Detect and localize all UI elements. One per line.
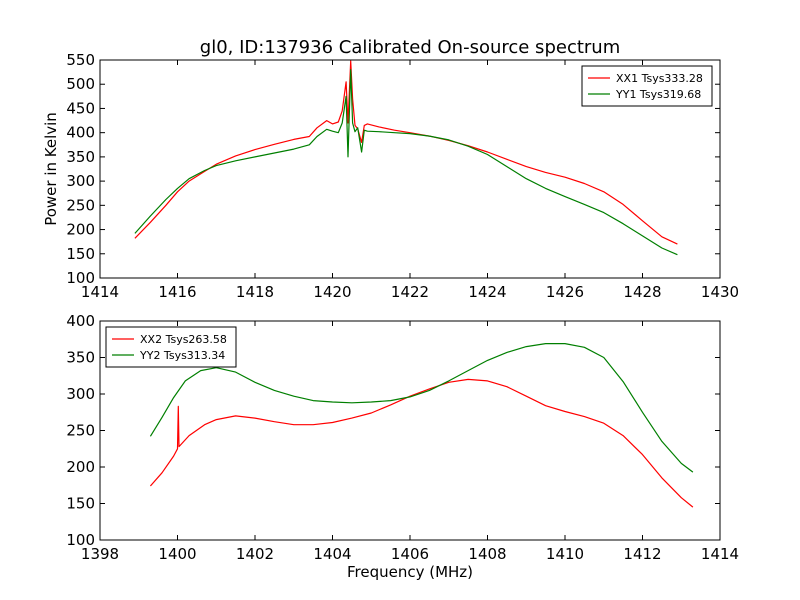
y-tick-label-1-7: 450 bbox=[66, 99, 95, 117]
legend-box-1 bbox=[581, 65, 713, 107]
legend-label-1-2: YY1 Tsys319.68 bbox=[615, 88, 701, 101]
series-line-2-1 bbox=[149, 378, 694, 508]
y-axis-label: Power in Kelvin bbox=[42, 112, 60, 226]
series-line-2-2 bbox=[149, 343, 694, 473]
y-tick-label-2-4: 300 bbox=[66, 385, 95, 403]
x-tick-label-2-2: 1402 bbox=[236, 545, 274, 563]
x-tick-label-1-2: 1418 bbox=[236, 283, 274, 301]
chart-title: gl0, ID:137936 Calibrated On-source spec… bbox=[200, 37, 620, 58]
series-line-1-2 bbox=[134, 69, 678, 256]
y-tick-label-1-5: 350 bbox=[66, 148, 95, 166]
x-tick-label-2-1: 1400 bbox=[158, 545, 196, 563]
x-tick-label-1-1: 1416 bbox=[158, 283, 196, 301]
x-tick-label-1-7: 1428 bbox=[623, 283, 661, 301]
x-tick-label-2-7: 1412 bbox=[623, 545, 661, 563]
y-tick-label-1-2: 200 bbox=[66, 221, 95, 239]
x-tick-label-1-0: 1414 bbox=[81, 283, 119, 301]
x-tick-label-2-4: 1406 bbox=[391, 545, 429, 563]
legend-label-2-2: YY2 Tsys313.34 bbox=[139, 349, 225, 362]
legend-label-1-1: XX1 Tsys333.28 bbox=[616, 72, 703, 85]
legend-2: XX2 Tsys263.58 YY2 Tsys313.34 bbox=[105, 326, 237, 368]
x-tick-label-1-6: 1426 bbox=[546, 283, 584, 301]
x-tick-label-2-5: 1408 bbox=[468, 545, 506, 563]
y-tick-label-1-1: 150 bbox=[66, 245, 95, 263]
y-tick-label-1-3: 250 bbox=[66, 196, 95, 214]
series-line-1-1 bbox=[134, 60, 678, 245]
y-tick-label-2-0: 100 bbox=[66, 531, 95, 549]
legend-label-2-1: XX2 Tsys263.58 bbox=[140, 333, 227, 346]
y-tick-label-1-8: 500 bbox=[66, 75, 95, 93]
x-tick-label-2-6: 1410 bbox=[546, 545, 584, 563]
x-tick-label-2-8: 1414 bbox=[701, 545, 739, 563]
y-tick-label-1-0: 100 bbox=[66, 269, 95, 287]
y-tick-label-1-4: 300 bbox=[66, 172, 95, 190]
x-axis-label: Frequency (MHz) bbox=[347, 563, 473, 581]
y-tick-label-2-1: 150 bbox=[66, 495, 95, 513]
x-tick-label-1-8: 1430 bbox=[701, 283, 739, 301]
y-tick-label-2-6: 400 bbox=[66, 312, 95, 330]
x-tick-label-1-3: 1420 bbox=[313, 283, 351, 301]
y-tick-label-1-9: 550 bbox=[66, 51, 95, 69]
y-tick-label-2-3: 250 bbox=[66, 422, 95, 440]
x-tick-label-1-5: 1424 bbox=[468, 283, 506, 301]
x-tick-label-2-0: 1398 bbox=[81, 545, 119, 563]
y-tick-label-2-5: 350 bbox=[66, 349, 95, 367]
y-tick-label-1-6: 400 bbox=[66, 124, 95, 142]
y-tick-label-2-2: 200 bbox=[66, 458, 95, 476]
x-tick-label-2-3: 1404 bbox=[313, 545, 351, 563]
x-tick-label-1-4: 1422 bbox=[391, 283, 429, 301]
top-panel: 1414 1416 1418 1420 1422 1424 1426 1428 1430 100 1… bbox=[66, 51, 739, 301]
bottom-panel: 1398 1400 1402 1404 1406 1408 1410 1412 1414 100 1… bbox=[66, 312, 739, 563]
legend-box-2 bbox=[105, 326, 237, 368]
legend-1: XX1 Tsys333.28 YY1 Tsys319.68 bbox=[581, 65, 713, 107]
